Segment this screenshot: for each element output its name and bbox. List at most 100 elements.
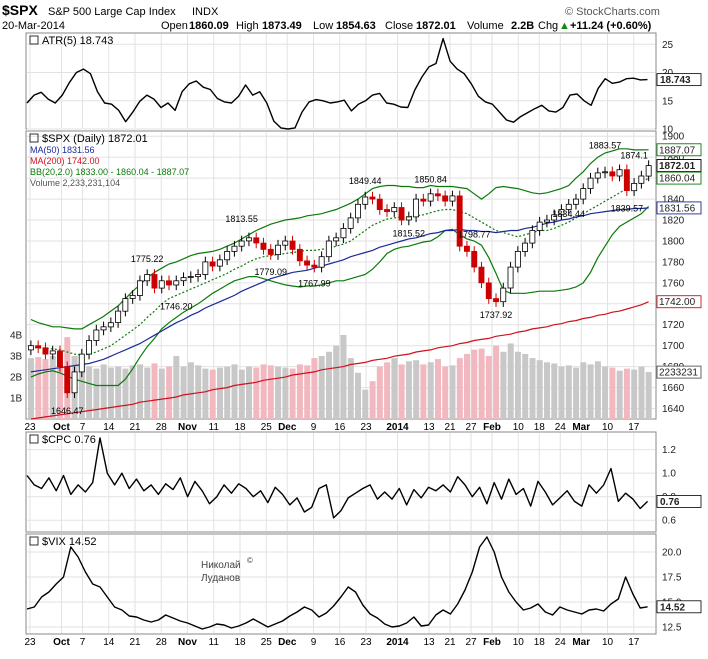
x-axis-date-label: 16	[334, 637, 346, 648]
price-annotation-label: 1850.84	[414, 175, 447, 185]
x-axis-date-label: Dec	[278, 422, 297, 433]
x-axis-date-label: 18	[234, 422, 246, 433]
volume-bar	[544, 362, 550, 419]
volume-bar	[405, 361, 412, 420]
candle-body	[180, 277, 187, 282]
price-tag-box	[656, 295, 702, 309]
candle-body	[35, 345, 42, 349]
volume-bar	[580, 362, 587, 419]
candle-body	[93, 329, 100, 341]
volume-bar	[485, 356, 492, 419]
volume-bar	[289, 368, 296, 419]
axis-layer: 1015202518.7430.60.81.01.20.7612.515.017…	[10, 40, 702, 648]
cpc-y-tick-label: 1.0	[662, 469, 676, 480]
volume-bar	[260, 364, 267, 419]
x-axis-date-label: 25	[261, 422, 273, 433]
candle-body	[202, 261, 209, 275]
candle-body	[158, 280, 165, 289]
volume-bar	[449, 365, 456, 419]
candle-body	[558, 209, 565, 216]
x-axis-date-label: 23	[360, 637, 372, 648]
candle-body	[245, 237, 252, 242]
low-value: 1854.63	[336, 20, 376, 32]
volume-bar	[78, 364, 85, 419]
volume-bar	[238, 369, 245, 419]
volume-bar	[296, 364, 303, 419]
candle-body	[413, 198, 419, 218]
x-axis-date-label: 23	[360, 422, 372, 433]
candle-body	[224, 250, 231, 261]
volume-bar	[93, 368, 100, 419]
cpc-title-text: $CPC 0.76	[42, 434, 96, 446]
candle-body	[78, 353, 85, 373]
volume-bar	[522, 353, 529, 419]
price-annotation-label: 1834.44	[552, 209, 585, 219]
volume-bar	[144, 367, 151, 419]
volume-bar	[398, 364, 405, 419]
header-index-name: S&P 500 Large Cap Index	[48, 6, 176, 18]
candle-body	[500, 287, 507, 303]
volume-bar	[558, 366, 565, 419]
price-annotation-label: 1798.77	[458, 229, 491, 239]
price-annotation-label: 1746.20	[160, 301, 193, 311]
candle-body	[187, 276, 194, 279]
candle-body	[587, 177, 594, 190]
candle-body	[449, 195, 456, 202]
atr-last-value-box	[656, 73, 702, 87]
volume-bar	[645, 372, 652, 419]
candle-body	[645, 165, 652, 177]
close-value: 1872.01	[416, 20, 456, 32]
price-annotation-label: 1779.09	[254, 267, 287, 277]
candle-body	[173, 280, 180, 286]
volume-bar	[362, 389, 369, 419]
candle-body	[304, 260, 310, 266]
candle-body	[86, 340, 92, 355]
volume-tick-label: 4B	[10, 331, 23, 342]
legend-bollinger: BB(20,2.0) 1833.00 - 1860.04 - 1887.07	[30, 167, 189, 177]
volume-bar	[623, 368, 630, 419]
volume-bar	[478, 348, 485, 419]
watermark-copyright-icon: ©	[247, 556, 253, 565]
volume-bar	[267, 365, 274, 419]
volume-bar	[217, 367, 223, 419]
price-annotation-label: 1883.57	[589, 140, 622, 150]
candle-body	[544, 219, 550, 223]
price-annotation-label: 1775.22	[131, 254, 164, 264]
volume-bar	[442, 366, 449, 419]
high-label: High	[236, 20, 259, 32]
volume-bar	[49, 356, 56, 419]
volume-bar	[311, 358, 318, 419]
volume-bar	[500, 351, 507, 419]
vix-panel-frame	[25, 533, 657, 635]
x-axis-date-label: 18	[234, 637, 246, 648]
price-toggle-icon	[29, 133, 39, 143]
price-y-tick-label: 1880	[662, 153, 685, 164]
plot-layer	[26, 37, 652, 630]
price-annotation-label: 1815.52	[393, 229, 426, 239]
candle-body	[282, 240, 289, 246]
x-axis-date-label: Oct	[53, 422, 70, 433]
candle-body	[478, 266, 485, 284]
price-tag-box	[656, 201, 702, 215]
x-axis-date-label: 2014	[386, 637, 409, 648]
candle-body	[427, 193, 434, 202]
candle-body	[100, 326, 107, 331]
volume-bar	[413, 360, 420, 419]
x-axis-date-label: 9	[311, 637, 317, 648]
price-tag-box	[656, 143, 702, 157]
price-tag-box	[656, 171, 702, 185]
candle-body	[623, 169, 630, 191]
chg-label: Chg	[538, 20, 558, 32]
candle-body	[362, 196, 369, 205]
candle-body	[347, 217, 354, 229]
candle-body	[71, 371, 78, 394]
volume-bar	[514, 351, 521, 419]
candle-body	[354, 203, 361, 219]
x-axis-date-label: 10	[513, 637, 525, 648]
candle-body	[107, 322, 114, 328]
candle-body	[551, 214, 558, 221]
volume-bar	[282, 367, 289, 419]
volume-bar	[173, 356, 180, 419]
price-y-tick-label: 1760	[662, 278, 685, 289]
